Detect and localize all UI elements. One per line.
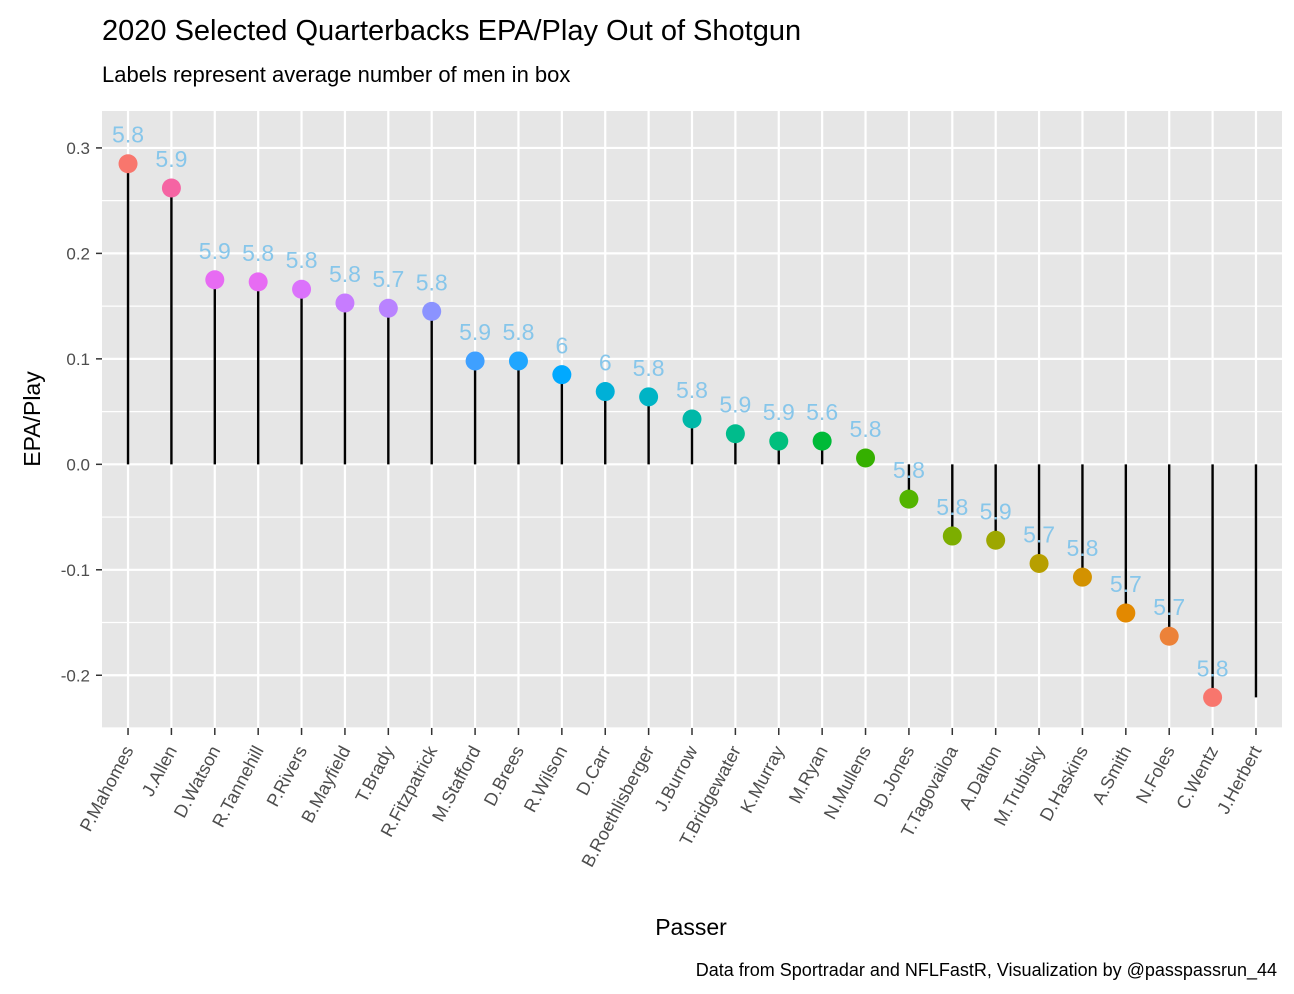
point-label-3: 5.8 [242,240,274,266]
x-tick-label-1: J.Allen [138,742,181,799]
point-3 [248,272,268,292]
y-tick-label: 0.2 [66,244,90,263]
chart-title: 2020 Selected Quarterbacks EPA/Play Out … [102,15,801,47]
point-label-0: 5.8 [112,122,144,148]
point-10 [552,365,572,385]
point-12 [639,387,659,407]
point-21 [1029,553,1049,573]
y-tick-label: 0.1 [66,350,90,369]
point-2 [205,270,225,290]
point-label-23: 5.7 [1110,571,1142,597]
point-25 [1203,687,1223,707]
y-tick-label: 0.3 [66,139,90,158]
point-label-10: 6 [555,333,568,359]
point-11 [595,382,615,402]
point-22 [1072,567,1092,587]
point-label-8: 5.9 [459,319,491,345]
y-tick-label: 0.0 [66,455,90,474]
point-7 [422,301,442,321]
point-label-2: 5.9 [199,238,231,264]
point-19 [942,526,962,546]
point-24 [1159,626,1179,646]
x-tick-label-4: P.Rivers [263,742,312,809]
x-tick-label-23: A.Smith [1088,742,1135,807]
point-label-24: 5.7 [1153,594,1185,620]
x-tick-label-16: M.Ryan [785,742,832,806]
point-label-20: 5.9 [980,498,1012,524]
point-label-21: 5.7 [1023,521,1055,547]
x-tick-label-0: P.Mahomes [76,742,138,834]
x-tick-label-11: D.Carr [572,742,615,798]
y-tick-label: -0.2 [61,666,90,685]
point-label-25: 5.8 [1197,655,1229,681]
y-axis-title: EPA/Play [19,371,45,467]
point-0 [118,154,138,174]
point-4 [292,279,312,299]
point-13 [682,409,702,429]
point-label-11: 6 [599,350,612,376]
lollipop-points [118,154,1223,707]
x-tick-label-20: A.Dalton [955,742,1005,812]
x-tick-label-25: C.Wentz [1172,742,1222,812]
chart-caption: Data from Sportradar and NFLFastR, Visua… [696,960,1277,981]
point-label-1: 5.9 [155,146,187,172]
point-label-13: 5.8 [676,377,708,403]
point-label-9: 5.8 [502,319,534,345]
x-axis: P.Mahomes J.AllenD.WatsonR.TannehillP.Riv… [76,728,1266,870]
point-15 [769,431,789,451]
point-23 [1116,603,1136,623]
x-tick-label-24: N.Foles [1132,742,1179,806]
point-20 [986,530,1006,550]
point-label-22: 5.8 [1066,535,1098,561]
x-axis-title: Passer [655,914,727,940]
point-labels: 5.8 5.9 5.9 5.8 5.8 5.8 5.7 5.8 5.9 5.8 6 6 5.8 5.8 5.… [112,122,1229,682]
point-16 [812,431,832,451]
point-label-14: 5.9 [719,392,751,418]
point-label-18: 5.8 [893,457,925,483]
point-label-19: 5.8 [936,494,968,520]
point-label-7: 5.8 [416,269,448,295]
point-label-17: 5.8 [850,416,882,442]
point-label-6: 5.7 [372,266,404,292]
point-17 [856,448,876,468]
point-label-12: 5.8 [633,355,665,381]
x-tick-label-6: T.Brady [352,742,398,805]
point-1 [161,178,181,198]
point-label-16: 5.6 [806,399,838,425]
point-label-5: 5.8 [329,261,361,287]
point-8 [465,351,485,371]
point-label-4: 5.8 [286,247,318,273]
x-tick-label-10: R.Wilson [520,742,571,815]
lollipop-segments [126,163,1258,698]
y-axis: -0.2 -0.1 0.0 0.1 0.2 0.3 [61,139,102,685]
chart-subtitle: Labels represent average number of men i… [102,62,570,87]
x-tick-label-18: D.Jones [870,742,919,810]
point-5 [335,293,355,313]
point-18 [899,489,919,509]
x-tick-label-9: D.Brees [480,742,528,809]
point-label-15: 5.9 [763,399,795,425]
x-tick-label-15: K.Murray [736,742,788,816]
point-9 [508,351,528,371]
point-14 [725,424,745,444]
y-tick-label: -0.1 [61,561,90,580]
point-6 [378,298,398,318]
